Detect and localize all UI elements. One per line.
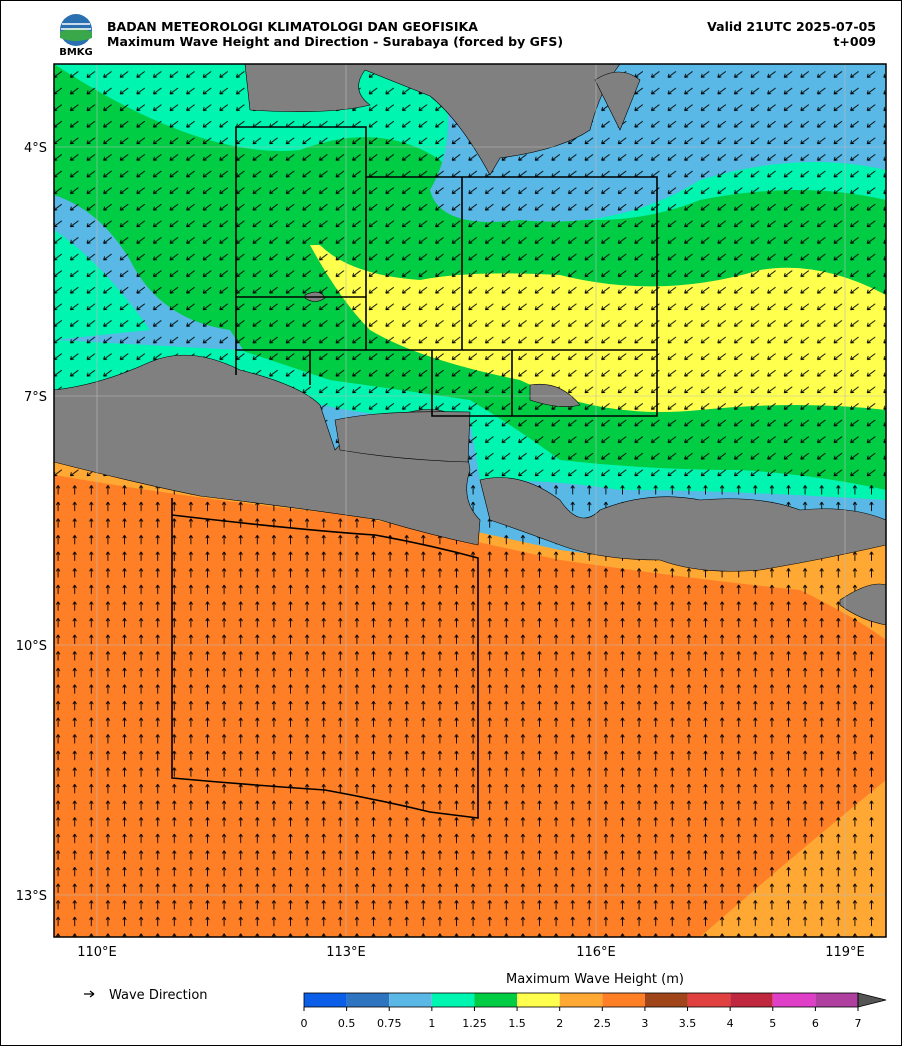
legend-label: Wave Direction bbox=[109, 988, 208, 1003]
lead-time: t+009 bbox=[833, 34, 876, 49]
lon-label: 119°E bbox=[825, 945, 865, 960]
subtitle: Maximum Wave Height and Direction - Sura… bbox=[107, 34, 563, 49]
colorbar-segment bbox=[346, 993, 390, 1007]
colorbar-border bbox=[303, 992, 859, 1008]
lon-label: 116°E bbox=[576, 945, 616, 960]
lat-label: 13°S bbox=[16, 889, 47, 904]
lon-label: 110°E bbox=[77, 945, 117, 960]
colorbar-tick-label: 2 bbox=[556, 1017, 563, 1030]
madura bbox=[334, 411, 471, 463]
valid-time: Valid 21UTC 2025-07-05 bbox=[707, 19, 876, 34]
colorbar-label: Maximum Wave Height (m) bbox=[506, 972, 684, 987]
colorbar-tick-label: 0 bbox=[301, 1017, 308, 1030]
lat-label: 10°S bbox=[16, 639, 47, 654]
sumbawa-east bbox=[839, 583, 886, 626]
colorbar-tick-label: 1.5 bbox=[508, 1017, 526, 1030]
colorbar-segment bbox=[730, 993, 773, 1007]
lat-label: 7°S bbox=[24, 390, 47, 405]
colorbar-segment bbox=[687, 993, 731, 1007]
nusa-tenggara bbox=[479, 477, 886, 572]
colorbar-segment bbox=[517, 993, 560, 1007]
colorbar-tick-label: 7 bbox=[855, 1017, 862, 1030]
colorbar-tick-label: 6 bbox=[812, 1017, 819, 1030]
colorbar-segment bbox=[602, 993, 645, 1007]
map bbox=[54, 64, 886, 937]
colorbar-tick-label: 1.25 bbox=[462, 1017, 487, 1030]
graticule bbox=[54, 64, 886, 937]
colorbar-segment bbox=[644, 993, 688, 1007]
colorbar-tick-label: 5 bbox=[769, 1017, 776, 1030]
map-border bbox=[53, 63, 887, 938]
logo: BMKG bbox=[59, 14, 93, 58]
colorbar-tick-label: 2.5 bbox=[594, 1017, 612, 1030]
colorbar-segment bbox=[304, 993, 347, 1007]
colorbar-segment bbox=[474, 993, 518, 1007]
lon-label: 113°E bbox=[326, 945, 366, 960]
colorbar-segment bbox=[431, 993, 475, 1007]
colorbar-tick-label: 4 bbox=[727, 1017, 734, 1030]
logo-text: BMKG bbox=[59, 47, 93, 58]
title: BADAN METEOROLOGI KLIMATOLOGI DAN GEOFIS… bbox=[107, 19, 478, 34]
colorbar-tick-label: 0.5 bbox=[338, 1017, 356, 1030]
colorbar-tick-label: 3.5 bbox=[679, 1017, 697, 1030]
kangean bbox=[529, 383, 581, 407]
colorbar-segment bbox=[559, 993, 603, 1007]
legend-arrow bbox=[84, 990, 95, 998]
colorbar-tick-label: 0.75 bbox=[377, 1017, 402, 1030]
lat-label: 4°S bbox=[24, 141, 47, 156]
laut-island bbox=[594, 71, 641, 131]
colorbar-tick-label: 1 bbox=[428, 1017, 435, 1030]
colorbar-segment bbox=[815, 993, 858, 1007]
forecast-zones bbox=[171, 126, 658, 819]
colorbar-tick-label: 3 bbox=[641, 1017, 648, 1030]
colorbar-segment bbox=[772, 993, 816, 1007]
colorbar-segment bbox=[389, 993, 432, 1007]
